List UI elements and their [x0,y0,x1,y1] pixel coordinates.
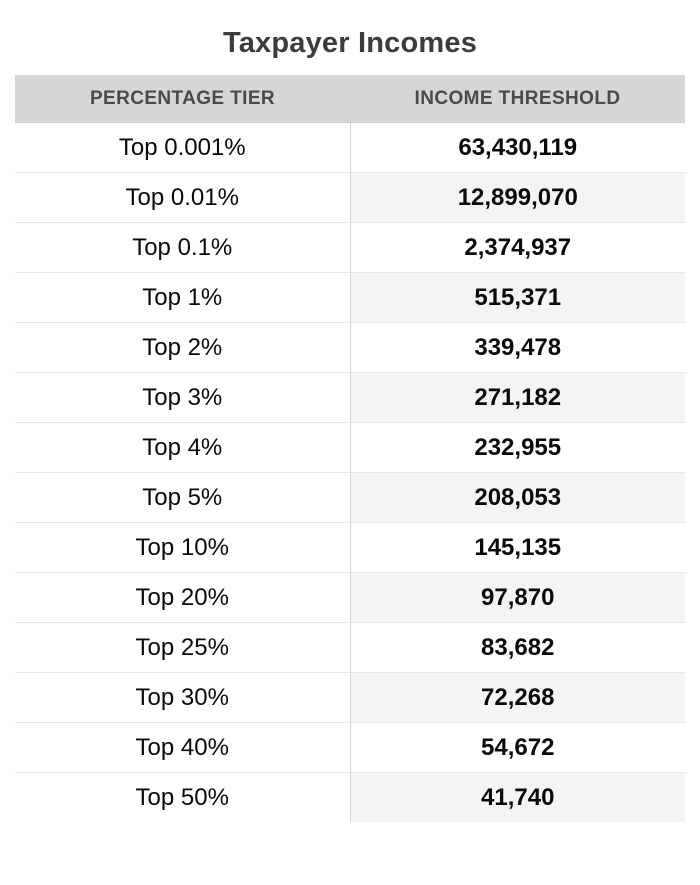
column-header-percentage-tier: PERCENTAGE TIER [15,75,350,123]
tier-cell: Top 0.01% [15,172,350,223]
threshold-cell: 41,740 [349,772,685,822]
threshold-cell: 63,430,119 [349,122,685,173]
tier-cell: Top 10% [15,522,350,573]
table-row: Top 1% 515,371 [15,272,685,323]
table-body: Top 0.001% 63,430,119 Top 0.01% 12,899,070 T… [15,122,685,822]
threshold-cell: 97,870 [349,572,685,623]
taxpayer-incomes-table: PERCENTAGE TIER INCOME THRESHOLD Top 0.0… [15,75,685,822]
threshold-cell: 72,268 [349,672,685,723]
table-row: Top 50% 41,740 [15,772,685,822]
threshold-cell: 83,682 [349,622,685,673]
threshold-cell: 339,478 [349,322,685,373]
table-row: Top 20% 97,870 [15,572,685,623]
table-row: Top 5% 208,053 [15,472,685,523]
table-row: Top 25% 83,682 [15,622,685,673]
threshold-cell: 208,053 [349,472,685,523]
tier-cell: Top 1% [15,272,350,323]
table-row: Top 0.01% 12,899,070 [15,172,685,223]
tier-cell: Top 0.001% [15,122,350,173]
table-header: PERCENTAGE TIER INCOME THRESHOLD [15,75,685,123]
threshold-cell: 2,374,937 [349,222,685,273]
tier-cell: Top 40% [15,722,350,773]
tier-cell: Top 4% [15,422,350,473]
tier-cell: Top 5% [15,472,350,523]
table-row: Top 0.001% 63,430,119 [15,122,685,173]
tier-cell: Top 0.1% [15,222,350,273]
table-row: Top 10% 145,135 [15,522,685,573]
table-row: Top 0.1% 2,374,937 [15,222,685,273]
table-row: Top 40% 54,672 [15,722,685,773]
tier-cell: Top 50% [15,772,350,822]
threshold-cell: 515,371 [349,272,685,323]
threshold-cell: 12,899,070 [349,172,685,223]
tier-cell: Top 2% [15,322,350,373]
page-title: Taxpayer Incomes [222,27,478,59]
table-row: Top 3% 271,182 [15,372,685,423]
threshold-cell: 232,955 [349,422,685,473]
tier-cell: Top 30% [15,672,350,723]
table-row: Top 2% 339,478 [15,322,685,373]
threshold-cell: 145,135 [349,522,685,573]
tier-cell: Top 3% [15,372,350,423]
column-header-income-threshold: INCOME THRESHOLD [350,75,685,123]
threshold-cell: 54,672 [349,722,685,773]
threshold-cell: 271,182 [349,372,685,423]
header-row: PERCENTAGE TIER INCOME THRESHOLD [15,75,685,123]
table-row: Top 30% 72,268 [15,672,685,723]
table-row: Top 4% 232,955 [15,422,685,473]
tier-cell: Top 20% [15,572,350,623]
tier-cell: Top 25% [15,622,350,673]
